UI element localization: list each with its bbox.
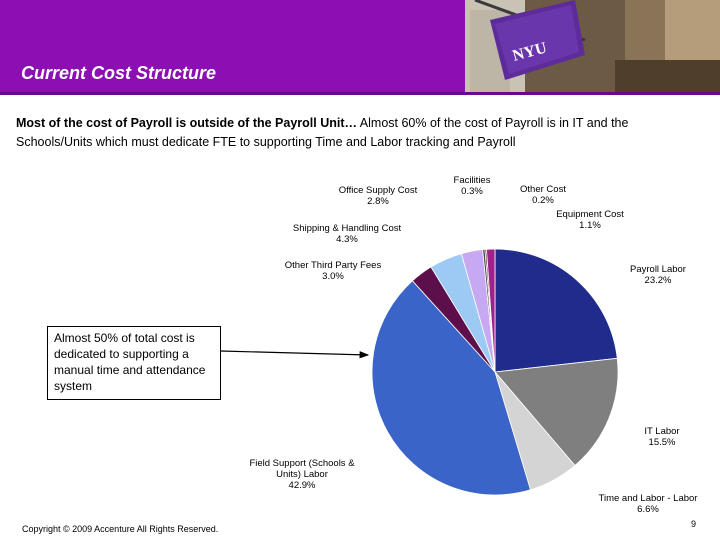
- pie-slice-payroll-labor: [494, 248, 618, 373]
- slice-label: Shipping & Handling Cost 4.3%: [293, 223, 402, 245]
- copyright: Copyright © 2009 Accenture All Rights Re…: [22, 524, 219, 534]
- subtitle-normal: Almost 60% of the cost of Payroll is in …: [16, 116, 629, 149]
- callout-box: Almost 50% of total cost is dedicated to…: [47, 326, 221, 400]
- slice-label: Other Cost 0.2%: [520, 184, 566, 206]
- slice-label: Other Third Party Fees 3.0%: [285, 260, 382, 282]
- subtitle-bold: Most of the cost of Payroll is outside o…: [16, 116, 358, 130]
- nyu-flag-photo: NYU: [465, 0, 720, 92]
- slice-label: Time and Labor - Labor 6.6%: [599, 493, 698, 515]
- slice-label: Payroll Labor 23.2%: [630, 264, 686, 286]
- slice-label: Facilities 0.3%: [454, 175, 491, 197]
- page-number: 9: [691, 519, 697, 529]
- pie-slice-field-support-schools-units-labor: [371, 280, 531, 496]
- callout-arrow: [220, 350, 370, 359]
- pie-slice-it-labor: [494, 357, 619, 467]
- slide-subtitle: Most of the cost of Payroll is outside o…: [16, 114, 706, 152]
- slice-label: IT Labor 15.5%: [644, 426, 679, 448]
- banner-divider: [0, 92, 720, 95]
- page-title: Current Cost Structure: [21, 63, 217, 83]
- slice-label: Office Supply Cost 2.8%: [339, 185, 418, 207]
- pie-slice-equipment-cost: [486, 248, 496, 373]
- slice-label: Equipment Cost 1.1%: [556, 209, 624, 231]
- slice-label: Field Support (Schools & Units) Labor 42.9…: [249, 458, 355, 491]
